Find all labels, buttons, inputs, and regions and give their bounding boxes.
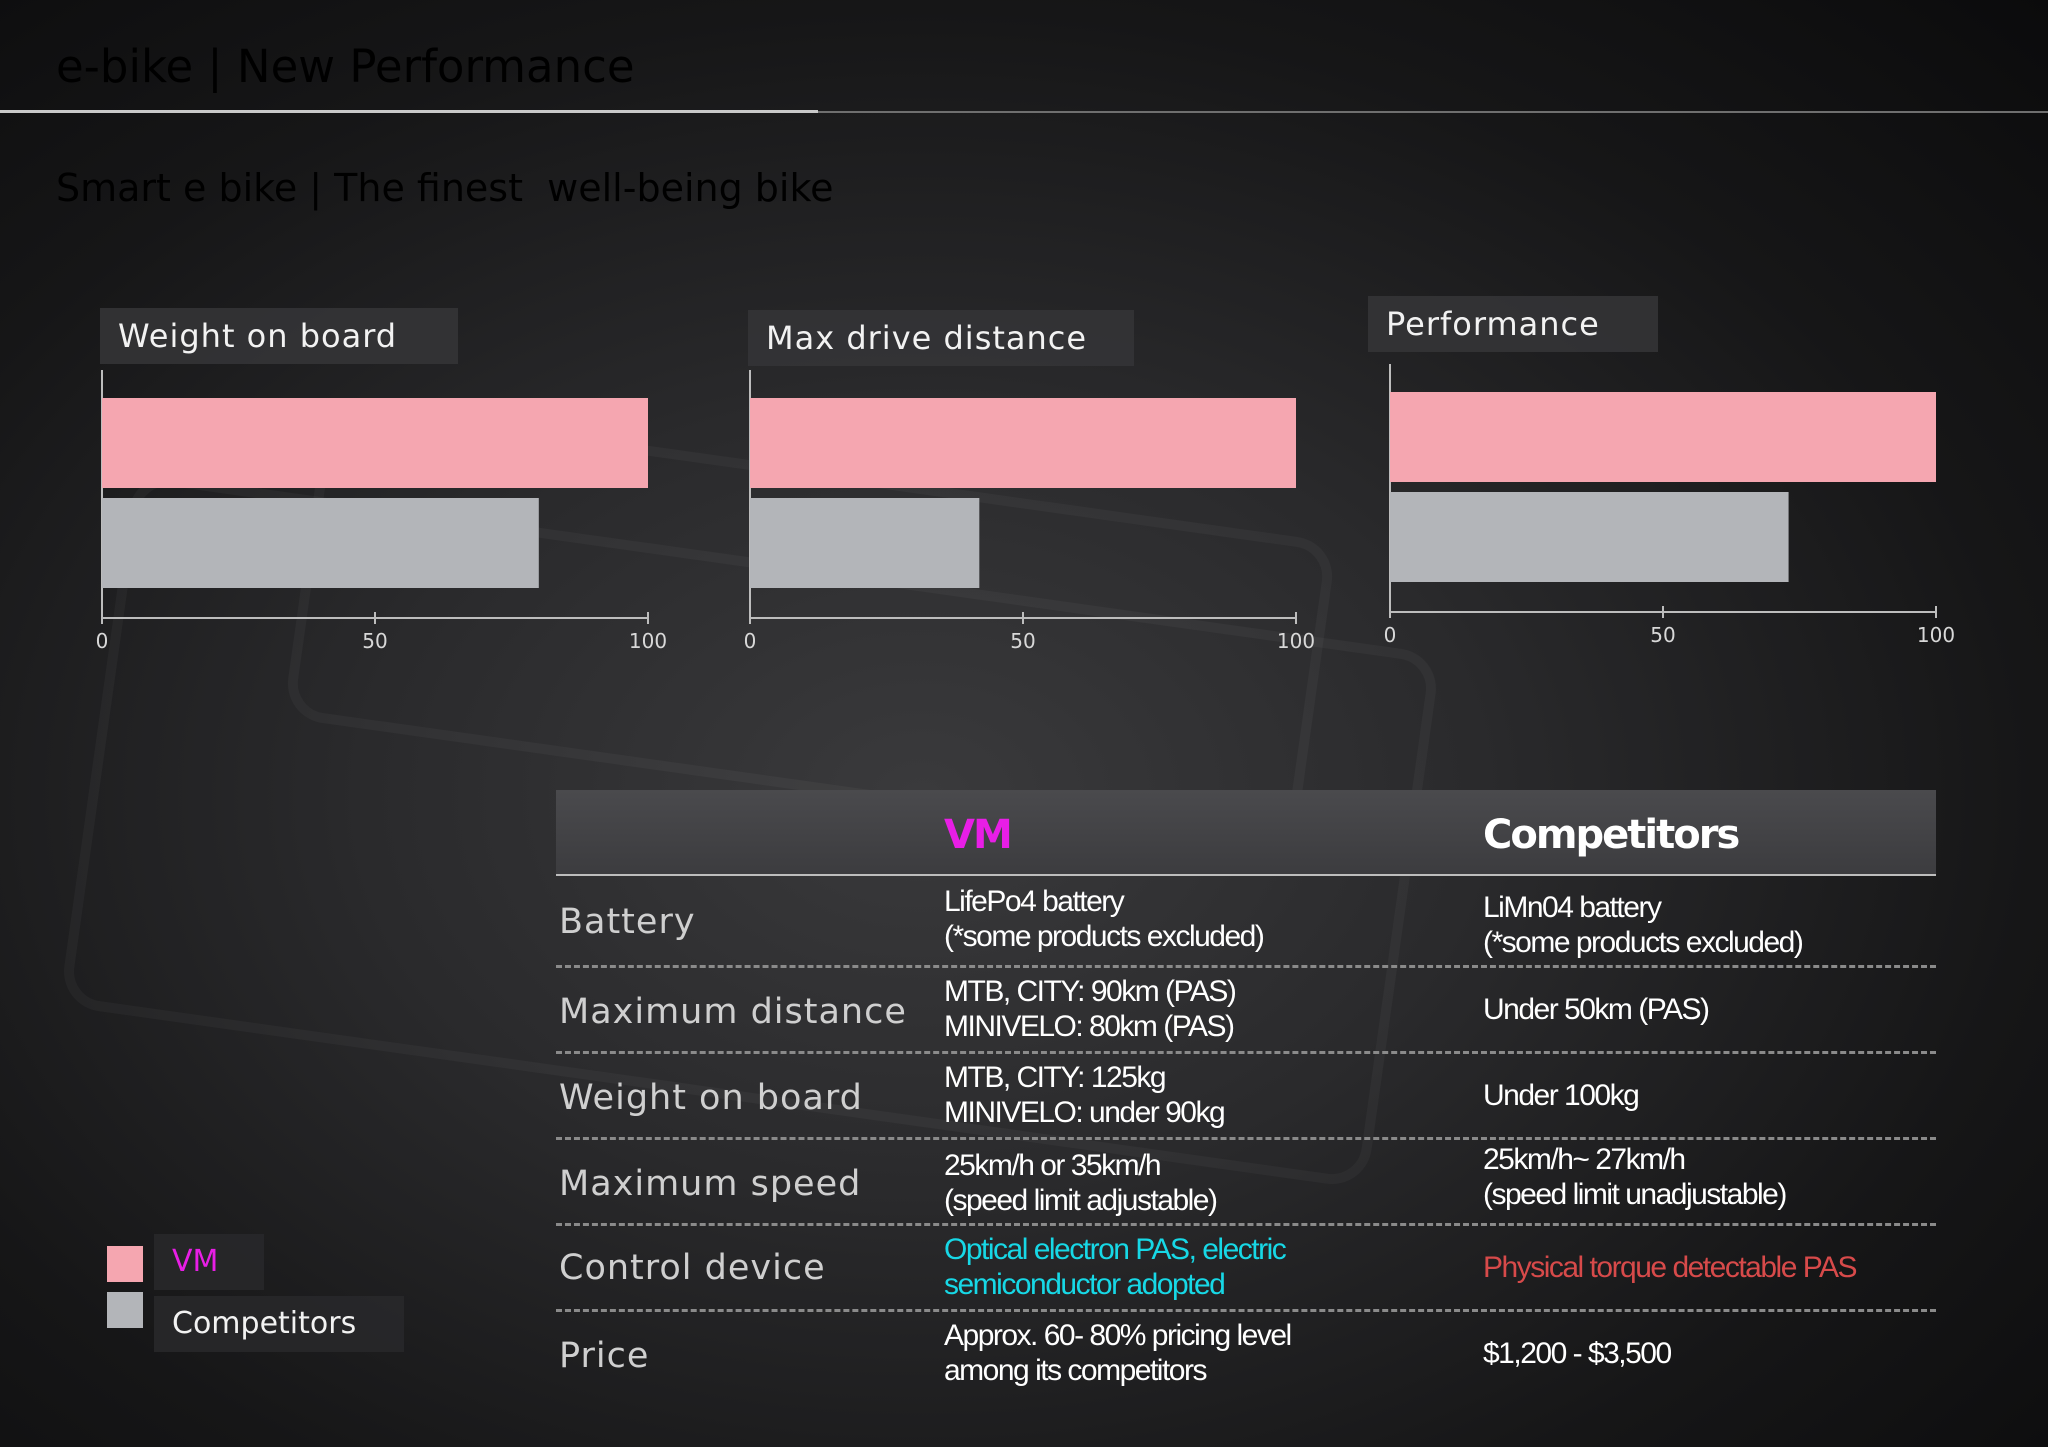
x-tick-label: 0 <box>744 629 757 653</box>
x-tick-label: 100 <box>1277 629 1315 653</box>
chart-title-performance: Performance <box>1368 296 1658 352</box>
legend-label-competitors: Competitors <box>154 1296 404 1352</box>
vm-cell: MTB, CITY: 90km (PAS) MINIVELO: 80km (PAS… <box>944 975 1237 1043</box>
table-row: Weight on board MTB, CITY: 125kg MINIVELO… <box>556 1054 1936 1140</box>
row-label: Battery <box>559 902 696 942</box>
chart-title-weight: Weight on board <box>100 308 458 364</box>
page-subtitle: Smart e bike | The finest well-being bik… <box>56 166 834 210</box>
x-tick-label: 50 <box>362 629 387 653</box>
vm-cell: 25km/h or 35km/h (speed limit adjustable) <box>944 1149 1218 1217</box>
x-tick-label: 100 <box>1917 623 1955 647</box>
table-row: Battery LifePo4 battery (*some products e… <box>556 876 1936 968</box>
row-label: Control device <box>559 1248 826 1288</box>
row-label: Price <box>559 1336 650 1376</box>
competitors-cell: $1,200 - $3,500 <box>1483 1337 1672 1370</box>
chart-performance: 0 50 100 <box>1384 364 1955 647</box>
chart-weight-on-board: 0 50 100 <box>96 370 667 653</box>
row-label: Maximum distance <box>559 992 907 1032</box>
x-tick-label: 50 <box>1650 623 1675 647</box>
chart-max-drive-distance: 0 50 100 <box>744 370 1315 653</box>
vm-cell: Approx. 60- 80% pricing level among its c… <box>944 1319 1292 1387</box>
row-label: Maximum speed <box>559 1164 862 1204</box>
x-tick-label: 100 <box>629 629 667 653</box>
table-row: Maximum speed 25km/h or 35km/h (speed lim… <box>556 1140 1936 1226</box>
x-tick-label: 50 <box>1010 629 1035 653</box>
competitors-cell: Under 100kg <box>1483 1079 1640 1112</box>
bar-vm <box>1390 392 1936 482</box>
competitors-cell: Under 50km (PAS) <box>1483 993 1710 1026</box>
legend-swatch-vm <box>107 1246 143 1282</box>
x-tick-label: 0 <box>96 629 109 653</box>
bar-vm <box>102 398 648 488</box>
header-divider-secondary <box>818 111 2048 113</box>
vm-cell: MTB, CITY: 125kg MINIVELO: under 90kg <box>944 1061 1226 1129</box>
x-tick-label: 0 <box>1384 623 1397 647</box>
table-row: Maximum distance MTB, CITY: 90km (PAS) MI… <box>556 968 1936 1054</box>
table-row: Control device Optical electron PAS, ele… <box>556 1226 1936 1312</box>
bar-competitors <box>102 498 539 588</box>
row-label: Weight on board <box>559 1078 863 1118</box>
table-header-vm: VM <box>944 812 1013 858</box>
chart-title-distance: Max drive distance <box>748 310 1134 366</box>
header-divider <box>0 110 818 113</box>
bar-competitors <box>750 498 980 588</box>
competitors-cell: Physical torque detectable PAS <box>1483 1251 1858 1284</box>
bar-vm <box>750 398 1296 488</box>
legend-swatch-competitors <box>107 1292 143 1328</box>
competitors-cell: 25km/h~ 27km/h (speed limit unadjustable) <box>1483 1143 1787 1211</box>
vm-cell: Optical electron PAS, electric semiconduc… <box>944 1233 1287 1301</box>
vm-cell: LifePo4 battery (*some products excluded) <box>944 885 1265 953</box>
table-header: VM Competitors <box>556 790 1936 876</box>
table-header-competitors: Competitors <box>1483 812 1740 858</box>
competitors-cell: LiMn04 battery (*some products excluded) <box>1483 891 1804 959</box>
page-title: e-bike | New Performance <box>56 40 635 93</box>
table-row: Price Approx. 60- 80% pricing level among… <box>556 1312 1936 1398</box>
bar-competitors <box>1390 492 1789 582</box>
legend-label-vm: VM <box>154 1234 264 1290</box>
